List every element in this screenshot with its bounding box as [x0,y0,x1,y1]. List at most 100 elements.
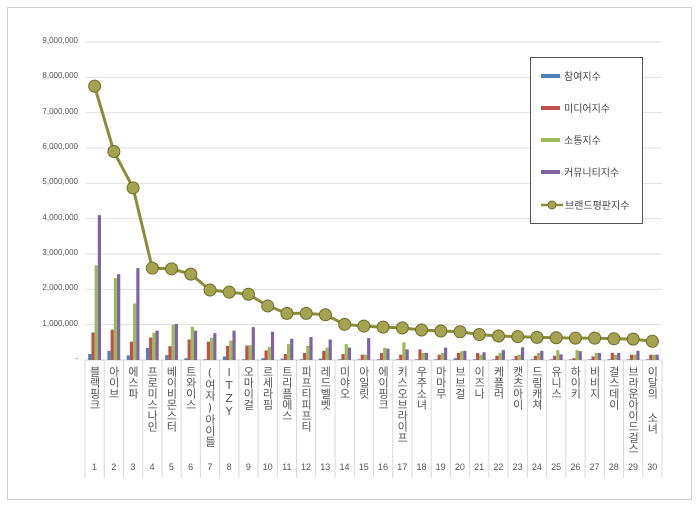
bar-1 [299,359,303,360]
rank-label: 25 [551,462,562,472]
bar-2 [360,354,364,360]
bar-4 [424,352,428,360]
bar-4 [617,352,621,360]
y-tick-label: 6,000,000 [42,142,78,151]
bar-2 [283,353,287,360]
bar-1 [357,359,361,360]
bar-1 [530,359,534,360]
bar-1 [222,356,227,360]
bar-3 [460,351,464,360]
rank-label: 14 [339,462,350,472]
bar-3 [344,344,348,360]
bar-1 [434,359,438,360]
bar-3 [171,324,175,360]
bar-3 [133,303,137,360]
rank-label: 28 [608,462,619,472]
legend-label: 커뮤니티지수 [564,168,620,179]
bar-4 [636,350,640,360]
bar-1 [280,358,284,360]
brand-index-point [415,323,429,337]
rank-label: 7 [207,462,213,472]
legend-swatch [541,73,560,78]
rank-label: 30 [647,462,658,472]
bar-3 [536,352,541,360]
brand-index-point [107,145,121,159]
bar-4 [290,338,294,360]
bar-3 [325,347,329,360]
bar-1 [261,358,265,360]
bar-2 [264,350,268,360]
bar-2 [206,341,211,360]
bar-4 [559,354,563,360]
bar-3 [479,354,483,360]
category-label: 캣츠아이 [511,366,525,410]
bar-2 [110,329,114,360]
bar-2 [649,354,653,360]
bar-1 [319,358,323,360]
bar-2 [91,332,95,360]
category-label: 에스파 [126,366,140,399]
bar-2 [302,352,307,360]
bar-1 [415,359,419,360]
bar-2 [591,356,595,360]
brand-index-point [338,317,352,331]
legend-label: 브랜드평판지수 [565,201,630,212]
y-tick-label: 2,000,000 [42,283,78,293]
brand-index-point [645,334,659,348]
category-label: 오마이걸 [241,366,255,410]
legend-swatch [541,105,560,110]
bar-1 [588,359,592,360]
legend-item: 참여지수 [541,68,601,83]
bar-1 [184,358,188,360]
bar-2 [322,350,326,360]
category-label: 비비지 [588,366,602,399]
bar-3 [575,350,579,360]
bar-2 [341,353,345,360]
category-label: (여자)아이들 [203,366,217,447]
brand-index-point [395,321,409,335]
category-label: ITZY [222,366,236,418]
bar-3 [286,344,291,360]
brand-index-point [568,331,582,345]
bar-4 [540,350,544,360]
bar-1 [472,359,477,360]
bar-4 [270,331,275,360]
category-label: 블랙핑크 [88,366,101,410]
bar-1 [511,359,515,360]
bar-1 [549,359,554,360]
bar-1 [395,359,400,360]
bar-1 [626,359,630,360]
bar-2 [226,345,230,360]
bar-1 [569,359,573,360]
bar-4 [463,350,467,360]
brand-index-point [626,332,640,346]
bar-4 [482,352,486,360]
brand-index-point [318,308,332,322]
rank-label: 20 [454,462,465,472]
bar-3 [210,337,214,360]
bar-3 [363,354,368,360]
y-tick-label: 5,000,000 [42,177,78,187]
legend-item: 브랜드평판지수 [541,197,629,212]
rank-label: 19 [435,462,446,472]
category-label: 이달의 소녀 [645,366,659,434]
chart-frame [7,7,692,500]
bar-3 [94,265,98,360]
rank-label: 21 [474,462,485,472]
category-label: 아일릿 [357,366,371,399]
rank-label: 26 [570,462,581,472]
brand-index-point [261,299,275,313]
bar-1 [492,359,496,360]
brand-index-point [530,330,544,344]
bar-4 [213,333,217,360]
y-tick-label: 9,000,000 [42,36,78,45]
category-label: 에이핑크 [376,366,390,410]
y-tick-label: 8,000,000 [42,71,78,81]
bar-1 [453,358,457,360]
category-label: 브브걸 [453,366,467,399]
brand-index-point [607,332,621,346]
category-label: 프로미스나인 [145,366,159,432]
bar-3 [652,354,656,360]
y-tick-label: 4,000,000 [42,212,78,222]
